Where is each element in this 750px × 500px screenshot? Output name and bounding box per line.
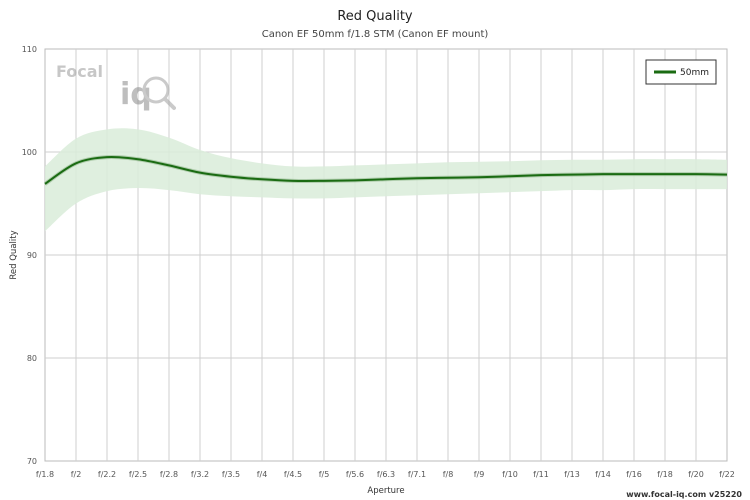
series-line-50mm (44, 155, 728, 185)
x-tick-label: f/16 (626, 470, 642, 479)
x-tick-label: f/5 (319, 470, 330, 479)
x-tick-label: f/2 (71, 470, 82, 479)
x-tick-label: f/2.2 (98, 470, 116, 479)
x-tick-label: f/11 (533, 470, 549, 479)
y-tick-label: 70 (27, 457, 37, 466)
x-tick-label: f/14 (595, 470, 611, 479)
logo-text-focal: Focal (56, 62, 103, 81)
logo-magnifier-handle-icon (163, 97, 176, 110)
x-tick-label: f/6.3 (377, 470, 395, 479)
footer-website: www.focal-iq.com (626, 490, 706, 499)
x-tick-label: f/9 (474, 470, 485, 479)
footer-credit: www.focal-iq.com v25220 (626, 490, 742, 499)
y-tick-label: 80 (27, 354, 37, 363)
legend: 50mm (645, 59, 717, 85)
x-tick-label: f/1.8 (36, 470, 54, 479)
x-tick-label: f/8 (443, 470, 454, 479)
grid-lines (45, 49, 727, 461)
x-tick-label: f/2.8 (160, 470, 178, 479)
focal-iq-logo: Focal iq (56, 62, 176, 112)
y-tick-labels: 70 80 90 100 110 (22, 45, 37, 466)
chart-title: Red Quality (337, 9, 413, 24)
y-axis-label: Red Quality (9, 230, 19, 279)
x-tick-label: f/4 (257, 470, 268, 479)
x-tick-label: f/7.1 (408, 470, 426, 479)
logo-lens-icon (142, 76, 170, 104)
x-tick-label: f/2.5 (129, 470, 147, 479)
x-tick-label: f/18 (657, 470, 673, 479)
x-tick-label: f/4.5 (284, 470, 302, 479)
x-tick-labels: f/1.8 f/2 f/2.2 f/2.5 f/2.8 f/3.2 f/3.5 f/4 f/4.… (36, 470, 735, 479)
footer-version: v25220 (709, 490, 742, 499)
x-tick-label: f/3.5 (222, 470, 240, 479)
x-tick-label: f/20 (688, 470, 704, 479)
x-tick-label: f/10 (502, 470, 518, 479)
series-line-layer (43, 154, 728, 186)
x-tick-label: f/22 (719, 470, 735, 479)
x-tick-label: f/3.2 (191, 470, 209, 479)
x-tick-label: f/13 (564, 470, 580, 479)
x-axis-label: Aperture (367, 486, 404, 496)
chart-subtitle: Canon EF 50mm f/1.8 STM (Canon EF mount) (262, 29, 489, 40)
y-tick-label: 100 (22, 148, 37, 157)
legend-label-50mm: 50mm (680, 68, 709, 78)
y-tick-label: 90 (27, 251, 37, 260)
y-tick-label: 110 (22, 45, 37, 54)
x-tick-label: f/5.6 (346, 470, 364, 479)
